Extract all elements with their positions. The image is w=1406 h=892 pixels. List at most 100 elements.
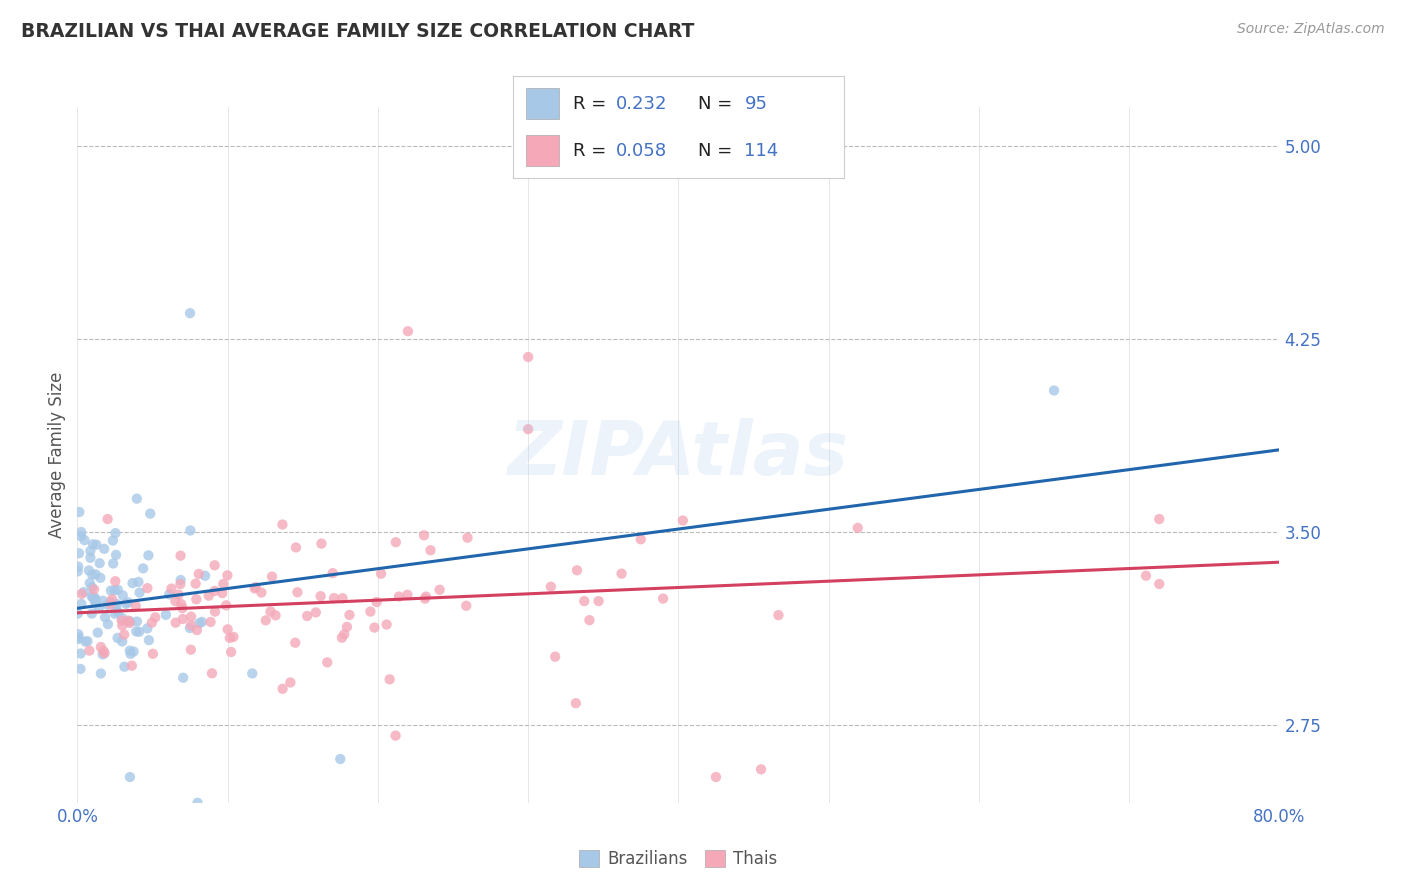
Point	[125, 491, 148, 506]
Point	[200, 615, 222, 629]
Point	[184, 576, 207, 591]
Point	[169, 577, 191, 591]
Point	[309, 589, 332, 603]
Point	[375, 617, 398, 632]
Point	[339, 607, 361, 622]
Point	[69, 647, 91, 661]
Point	[82, 591, 104, 605]
Point	[117, 595, 139, 609]
Point	[186, 623, 208, 637]
Bar	[526, 136, 560, 166]
Point	[107, 605, 129, 619]
Point	[322, 566, 344, 581]
Point	[186, 796, 209, 810]
Point	[456, 599, 478, 613]
Point	[165, 615, 187, 630]
Point	[143, 610, 166, 624]
Point	[211, 586, 233, 600]
Point	[370, 566, 392, 581]
Point	[107, 582, 129, 597]
Text: Source: ZipAtlas.com: Source: ZipAtlas.com	[1237, 22, 1385, 37]
Point	[384, 729, 406, 743]
Point	[93, 644, 115, 658]
Point	[180, 609, 202, 624]
Point	[172, 671, 194, 685]
Point	[167, 588, 190, 602]
Point	[76, 634, 98, 648]
Point	[80, 590, 103, 604]
Point	[84, 567, 107, 582]
Point	[212, 577, 235, 591]
Point	[97, 617, 120, 632]
Text: BRAZILIAN VS THAI AVERAGE FAMILY SIZE CORRELATION CHART: BRAZILIAN VS THAI AVERAGE FAMILY SIZE CO…	[21, 22, 695, 41]
Point	[574, 594, 596, 608]
Point	[89, 556, 111, 570]
Point	[136, 581, 159, 595]
Point	[333, 627, 356, 641]
Point	[79, 643, 101, 657]
Point	[75, 634, 97, 648]
Point	[82, 537, 104, 551]
Point	[429, 582, 451, 597]
Point	[141, 615, 163, 630]
Point	[84, 594, 107, 608]
Point	[187, 566, 209, 581]
Point	[194, 568, 217, 582]
Point	[101, 533, 124, 548]
Point	[172, 612, 194, 626]
Point	[125, 599, 148, 613]
Point	[204, 605, 226, 619]
Point	[217, 623, 239, 637]
Y-axis label: Average Family Size: Average Family Size	[48, 372, 66, 538]
Point	[79, 544, 101, 558]
Point	[132, 561, 155, 575]
Point	[179, 306, 201, 320]
Point	[204, 583, 226, 598]
Text: ZIPAtlas: ZIPAtlas	[508, 418, 849, 491]
Point	[540, 580, 562, 594]
Point	[104, 607, 127, 621]
Point	[105, 548, 128, 562]
Point	[122, 644, 145, 658]
Point	[363, 621, 385, 635]
Point	[749, 762, 772, 776]
Point	[768, 608, 790, 623]
Point	[138, 549, 160, 563]
Point	[91, 593, 114, 607]
Point	[100, 595, 122, 609]
Point	[336, 620, 359, 634]
Text: 0.058: 0.058	[616, 142, 666, 160]
Point	[115, 597, 138, 611]
Point	[1149, 512, 1171, 526]
Point	[419, 543, 441, 558]
Point	[111, 614, 134, 628]
Point	[104, 574, 127, 589]
Point	[544, 649, 567, 664]
Point	[250, 585, 273, 599]
Point	[82, 567, 104, 582]
Point	[1043, 384, 1066, 398]
Point	[160, 582, 183, 596]
Point	[191, 615, 214, 629]
Point	[67, 627, 90, 641]
Point	[142, 647, 165, 661]
Point	[295, 609, 318, 624]
Point	[366, 595, 388, 609]
Point	[114, 659, 136, 673]
Point	[672, 514, 695, 528]
Point	[77, 563, 100, 577]
Point	[610, 566, 633, 581]
Point	[704, 770, 727, 784]
Point	[104, 526, 127, 541]
Point	[83, 582, 105, 597]
Point	[169, 549, 191, 563]
Point	[180, 618, 202, 632]
Point	[97, 512, 120, 526]
Point	[84, 591, 107, 605]
Point	[66, 607, 89, 621]
Point	[157, 587, 180, 601]
Point	[70, 524, 93, 539]
Point	[93, 646, 115, 660]
Point	[180, 642, 202, 657]
Point	[846, 521, 869, 535]
